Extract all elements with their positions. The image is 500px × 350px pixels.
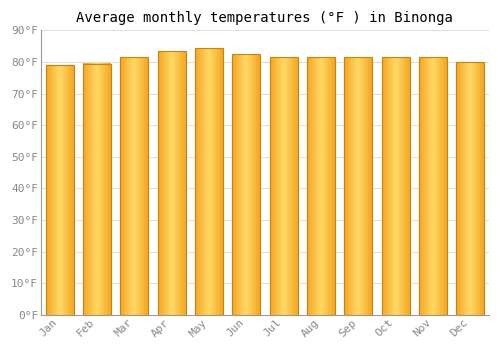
Bar [120, 57, 148, 315]
Bar [83, 64, 111, 315]
Bar [158, 51, 186, 315]
Bar [419, 57, 447, 315]
Bar [307, 57, 335, 315]
Bar [232, 54, 260, 315]
Bar [344, 57, 372, 315]
Bar [195, 48, 223, 315]
Bar [46, 65, 74, 315]
Bar [270, 57, 297, 315]
Title: Average monthly temperatures (°F ) in Binonga: Average monthly temperatures (°F ) in Bi… [76, 11, 454, 25]
Bar [456, 62, 484, 315]
Bar [382, 57, 409, 315]
